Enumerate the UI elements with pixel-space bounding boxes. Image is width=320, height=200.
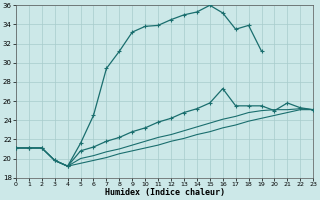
X-axis label: Humidex (Indice chaleur): Humidex (Indice chaleur) — [105, 188, 225, 197]
